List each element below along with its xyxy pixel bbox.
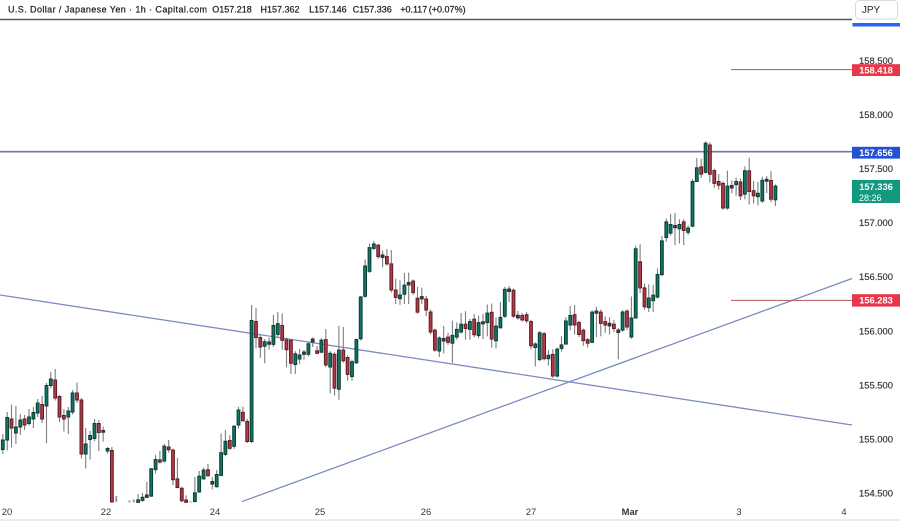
svg-text:Mar: Mar (622, 506, 639, 517)
svg-text:158.418: 158.418 (859, 65, 893, 75)
svg-text:156.500: 156.500 (859, 271, 893, 282)
svg-text:JPY: JPY (862, 5, 881, 16)
svg-text:H157.362: H157.362 (261, 5, 300, 15)
svg-text:157.336: 157.336 (859, 182, 893, 192)
svg-text:25: 25 (315, 506, 325, 517)
svg-text:22: 22 (101, 506, 111, 517)
svg-text:157.500: 157.500 (859, 163, 893, 174)
svg-text:26: 26 (421, 506, 431, 517)
svg-text:154.500: 154.500 (859, 488, 893, 499)
svg-text:155.000: 155.000 (859, 434, 893, 445)
svg-text:158.000: 158.000 (859, 109, 893, 120)
svg-text:158.500: 158.500 (859, 55, 893, 66)
svg-text:156.000: 156.000 (859, 325, 893, 336)
svg-text:(+0.07%): (+0.07%) (429, 5, 466, 15)
svg-text:28:26: 28:26 (859, 193, 882, 203)
svg-text:O157.218: O157.218 (212, 5, 252, 15)
svg-text:U.S. Dollar / Japanese Yen · 1: U.S. Dollar / Japanese Yen · 1h · Capita… (8, 5, 207, 15)
svg-text:27: 27 (526, 506, 536, 517)
svg-text:+0.117: +0.117 (400, 5, 427, 15)
svg-text:3: 3 (736, 506, 741, 517)
svg-text:157.656: 157.656 (859, 148, 893, 158)
svg-text:155.500: 155.500 (859, 379, 893, 390)
svg-text:4: 4 (841, 506, 846, 517)
svg-text:157.000: 157.000 (859, 217, 893, 228)
svg-text:156.283: 156.283 (859, 296, 893, 306)
svg-text:24: 24 (210, 506, 220, 517)
svg-text:L157.146: L157.146 (309, 5, 347, 15)
svg-text:20: 20 (2, 506, 12, 517)
svg-text:C157.336: C157.336 (353, 5, 392, 15)
